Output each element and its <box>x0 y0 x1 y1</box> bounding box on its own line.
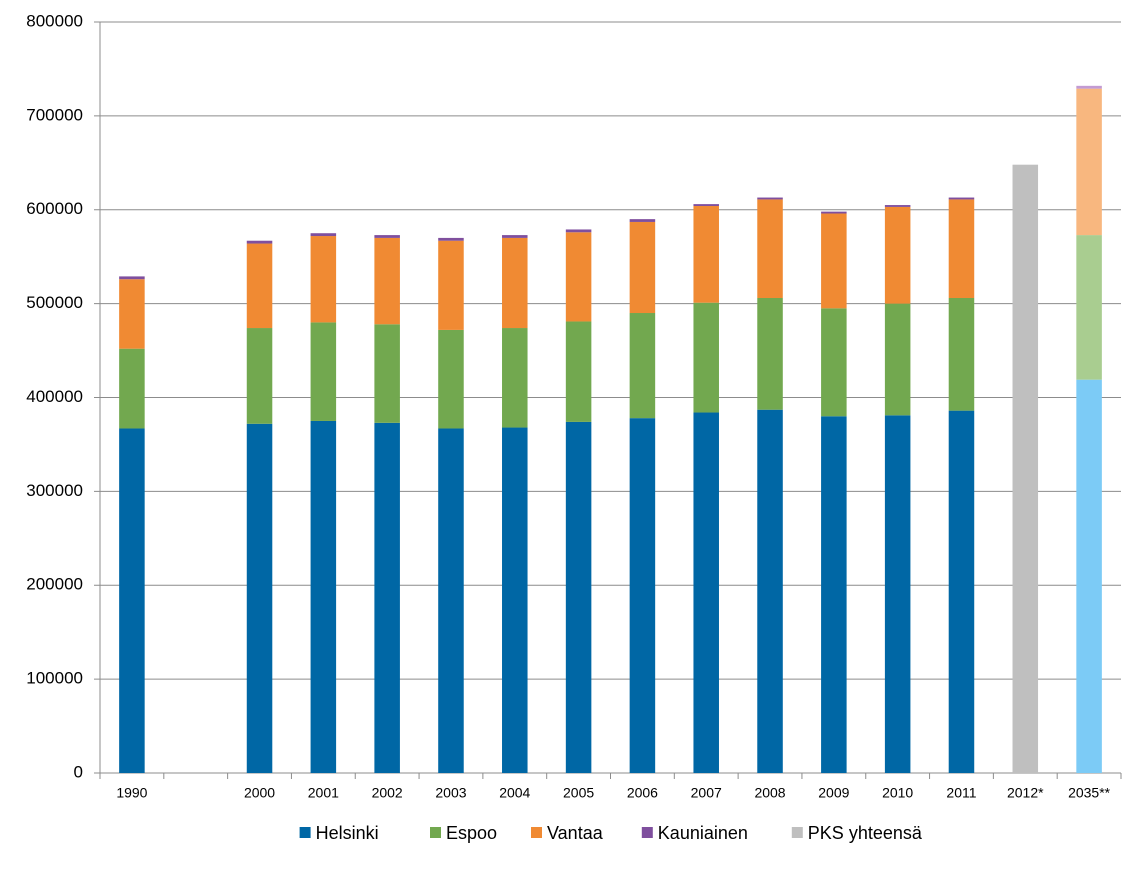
bar-segment <box>1076 379 1102 773</box>
bar-segment <box>438 329 464 429</box>
bar-segment <box>310 322 337 421</box>
bar-segment <box>310 420 337 773</box>
x-tick-label: 2005 <box>563 785 594 801</box>
bar-segment <box>438 237 464 241</box>
bar-segment <box>246 423 273 773</box>
bar-segment <box>502 237 528 329</box>
legend-label: Espoo <box>446 823 497 843</box>
bar-segment <box>757 409 783 773</box>
y-tick-label: 400000 <box>26 387 83 406</box>
y-tick-label: 0 <box>74 762 83 781</box>
bar-segment <box>629 418 656 773</box>
bar-segment <box>693 205 719 303</box>
bar-segment <box>693 204 719 206</box>
legend-swatch <box>531 827 542 838</box>
bar-segment <box>757 297 783 410</box>
x-tick-label: 2012* <box>1007 785 1044 801</box>
bar-segment <box>565 232 592 322</box>
y-tick-label: 300000 <box>26 481 83 500</box>
bar-segment <box>502 427 528 773</box>
bar-segment <box>757 197 783 200</box>
bar-segment <box>374 324 400 423</box>
x-tick-label: 2006 <box>627 785 658 801</box>
legend-label: Kauniainen <box>658 823 748 843</box>
x-tick-label: 2001 <box>308 785 339 801</box>
bar-segment <box>374 422 400 773</box>
bar-segment <box>565 229 592 233</box>
x-tick-label: 2008 <box>754 785 785 801</box>
bar-segment <box>438 240 464 330</box>
bar-segment <box>1012 164 1039 773</box>
bar-segment <box>884 303 911 416</box>
x-tick-label: 2009 <box>818 785 849 801</box>
bar-segment <box>119 428 145 773</box>
bar-segment <box>374 237 400 325</box>
bar-segment <box>948 410 975 773</box>
x-tick-label: 1990 <box>116 785 147 801</box>
y-tick-label: 700000 <box>26 105 83 124</box>
bar-segment <box>246 240 273 244</box>
bar-segment <box>438 428 464 773</box>
bar-segment <box>629 313 656 419</box>
legend-label: Helsinki <box>316 823 379 843</box>
legend-swatch <box>430 827 441 838</box>
bar-segment <box>502 235 528 238</box>
bar-segment <box>246 243 273 329</box>
bar-segment <box>821 416 847 773</box>
legend-swatch <box>641 827 653 838</box>
bar-segment <box>884 415 911 773</box>
y-tick-label: 100000 <box>26 669 83 688</box>
bar-segment <box>1076 85 1102 89</box>
bar-segment <box>693 412 719 773</box>
bar-segment <box>948 297 975 411</box>
x-tick-label: 2003 <box>435 785 466 801</box>
y-tick-label: 500000 <box>26 293 83 312</box>
y-tick-label: 800000 <box>26 11 83 30</box>
bar-segment <box>884 205 911 207</box>
bar-segment <box>821 211 847 214</box>
bar-segment <box>310 236 337 323</box>
legend-label: PKS yhteensä <box>808 823 923 843</box>
bar-segment <box>821 308 847 417</box>
bar-segment <box>629 219 656 222</box>
bar-segment <box>1076 235 1102 380</box>
bar-segment <box>948 197 975 200</box>
bar-segment <box>119 279 145 349</box>
bar-segment <box>884 206 911 304</box>
legend-label: Vantaa <box>547 823 604 843</box>
x-tick-label: 2035** <box>1068 785 1111 801</box>
bar-segment <box>693 302 719 413</box>
legend-swatch <box>299 827 311 838</box>
bar-segment <box>821 213 847 309</box>
bar-segment <box>119 276 145 280</box>
bar-segment <box>502 328 528 428</box>
bar-segment <box>629 221 656 314</box>
x-tick-label: 2007 <box>691 785 722 801</box>
x-tick-label: 2004 <box>499 785 530 801</box>
bar-segment <box>948 199 975 298</box>
bar-segment <box>119 348 145 429</box>
bar-segment <box>565 321 592 422</box>
bar-segment <box>757 199 783 298</box>
bar-segment <box>1076 88 1102 236</box>
y-tick-label: 600000 <box>26 199 83 218</box>
legend-swatch <box>791 827 803 838</box>
x-tick-label: 2002 <box>372 785 403 801</box>
x-tick-label: 2011 <box>946 785 976 801</box>
x-tick-label: 2000 <box>244 785 275 801</box>
x-tick-label: 2010 <box>882 785 913 801</box>
bar-segment <box>374 235 400 238</box>
bar-segment <box>310 233 337 237</box>
bar-segment <box>246 328 273 424</box>
bar-segment <box>565 421 592 773</box>
y-tick-label: 200000 <box>26 575 83 594</box>
